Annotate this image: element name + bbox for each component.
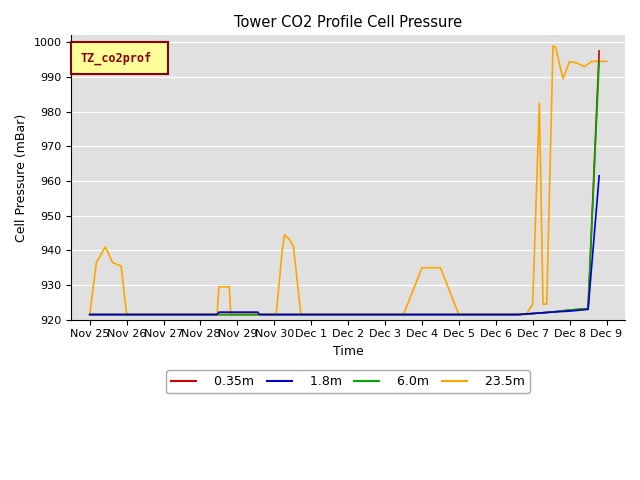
6.0m <box>566 307 573 313</box>
1.8m <box>547 309 555 315</box>
0.35m <box>512 312 520 317</box>
0.35m <box>86 312 93 317</box>
FancyBboxPatch shape <box>71 42 168 74</box>
0.35m <box>418 312 426 317</box>
6.0m <box>512 312 520 317</box>
23.5m <box>418 265 426 271</box>
23.5m <box>262 312 270 317</box>
Title: Tower CO2 Profile Cell Pressure: Tower CO2 Profile Cell Pressure <box>234 15 462 30</box>
Line: 0.35m: 0.35m <box>90 51 599 314</box>
0.35m <box>584 306 592 312</box>
1.8m <box>512 312 520 317</box>
0.35m <box>566 307 573 313</box>
0.35m <box>595 48 603 54</box>
23.5m <box>603 59 611 64</box>
Line: 1.8m: 1.8m <box>90 176 599 314</box>
1.8m <box>595 173 603 179</box>
1.8m <box>215 309 223 315</box>
23.5m <box>549 43 557 48</box>
Text: TZ_co2prof: TZ_co2prof <box>80 51 152 65</box>
Legend:   0.35m,   1.8m,   6.0m,   23.5m: 0.35m, 1.8m, 6.0m, 23.5m <box>166 370 530 393</box>
23.5m <box>213 312 221 317</box>
6.0m <box>493 312 500 317</box>
1.8m <box>213 312 221 317</box>
6.0m <box>492 312 500 317</box>
1.8m <box>492 312 500 317</box>
6.0m <box>511 312 518 317</box>
1.8m <box>529 311 536 316</box>
6.0m <box>86 312 93 317</box>
1.8m <box>418 312 426 317</box>
23.5m <box>86 312 93 317</box>
6.0m <box>595 59 603 64</box>
1.8m <box>262 312 270 317</box>
6.0m <box>418 312 426 317</box>
0.35m <box>511 312 518 317</box>
6.0m <box>584 306 592 312</box>
6.0m <box>547 309 555 315</box>
Line: 23.5m: 23.5m <box>90 46 607 314</box>
X-axis label: Time: Time <box>333 345 364 358</box>
1.8m <box>264 312 271 317</box>
1.8m <box>566 308 573 314</box>
0.35m <box>529 311 536 316</box>
6.0m <box>529 311 536 316</box>
23.5m <box>257 312 264 317</box>
1.8m <box>256 312 264 317</box>
0.35m <box>514 312 522 317</box>
23.5m <box>123 312 131 317</box>
0.35m <box>547 309 555 315</box>
1.8m <box>514 312 522 317</box>
Y-axis label: Cell Pressure (mBar): Cell Pressure (mBar) <box>15 113 28 241</box>
6.0m <box>514 312 522 317</box>
1.8m <box>254 309 262 315</box>
1.8m <box>584 306 592 312</box>
6.0m <box>495 312 502 317</box>
23.5m <box>595 59 603 64</box>
0.35m <box>492 312 500 317</box>
Line: 6.0m: 6.0m <box>90 61 599 314</box>
1.8m <box>511 312 518 317</box>
0.35m <box>455 312 463 317</box>
1.8m <box>86 312 93 317</box>
